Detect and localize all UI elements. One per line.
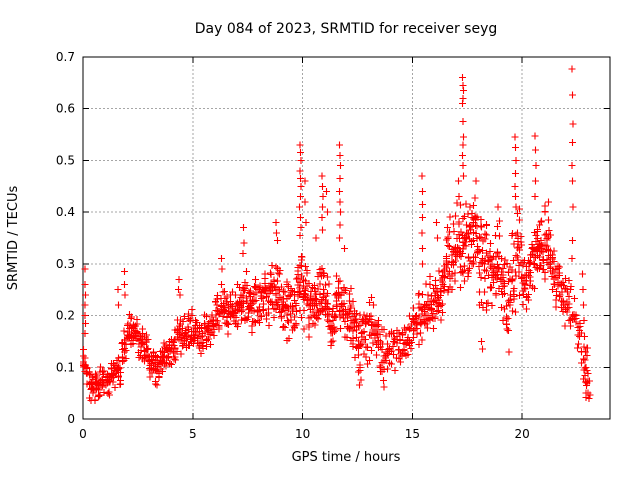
x-tick-label: 5 bbox=[189, 427, 197, 441]
y-tick-label: 0.5 bbox=[56, 153, 75, 167]
y-tick-label: 0.2 bbox=[56, 309, 75, 323]
x-axis-label: GPS time / hours bbox=[292, 450, 401, 465]
tick-labels: 0 5 10 15 20 0 0.1 0.2 0.3 0.4 0.5 0.6 0.7 bbox=[56, 50, 530, 441]
y-tick-label: 0.1 bbox=[56, 360, 75, 374]
y-tick-label: 0.3 bbox=[56, 257, 75, 271]
x-tick-label: 20 bbox=[515, 427, 530, 441]
x-tick-label: 0 bbox=[79, 427, 87, 441]
plot-border bbox=[82, 56, 611, 420]
chart-title: Day 084 of 2023, SRMTID for receiver sey… bbox=[195, 21, 498, 37]
y-tick-label: 0.4 bbox=[56, 205, 75, 219]
gridlines bbox=[83, 57, 610, 419]
scatter-data-points bbox=[80, 65, 594, 404]
x-tick-label: 10 bbox=[295, 427, 310, 441]
y-tick-label: 0 bbox=[67, 412, 75, 426]
y-tick-label: 0.6 bbox=[56, 102, 75, 116]
y-tick-label: 0.7 bbox=[56, 50, 75, 64]
x-tick-label: 15 bbox=[405, 427, 420, 441]
y-axis-label: SRMTID / TECUs bbox=[6, 186, 21, 291]
